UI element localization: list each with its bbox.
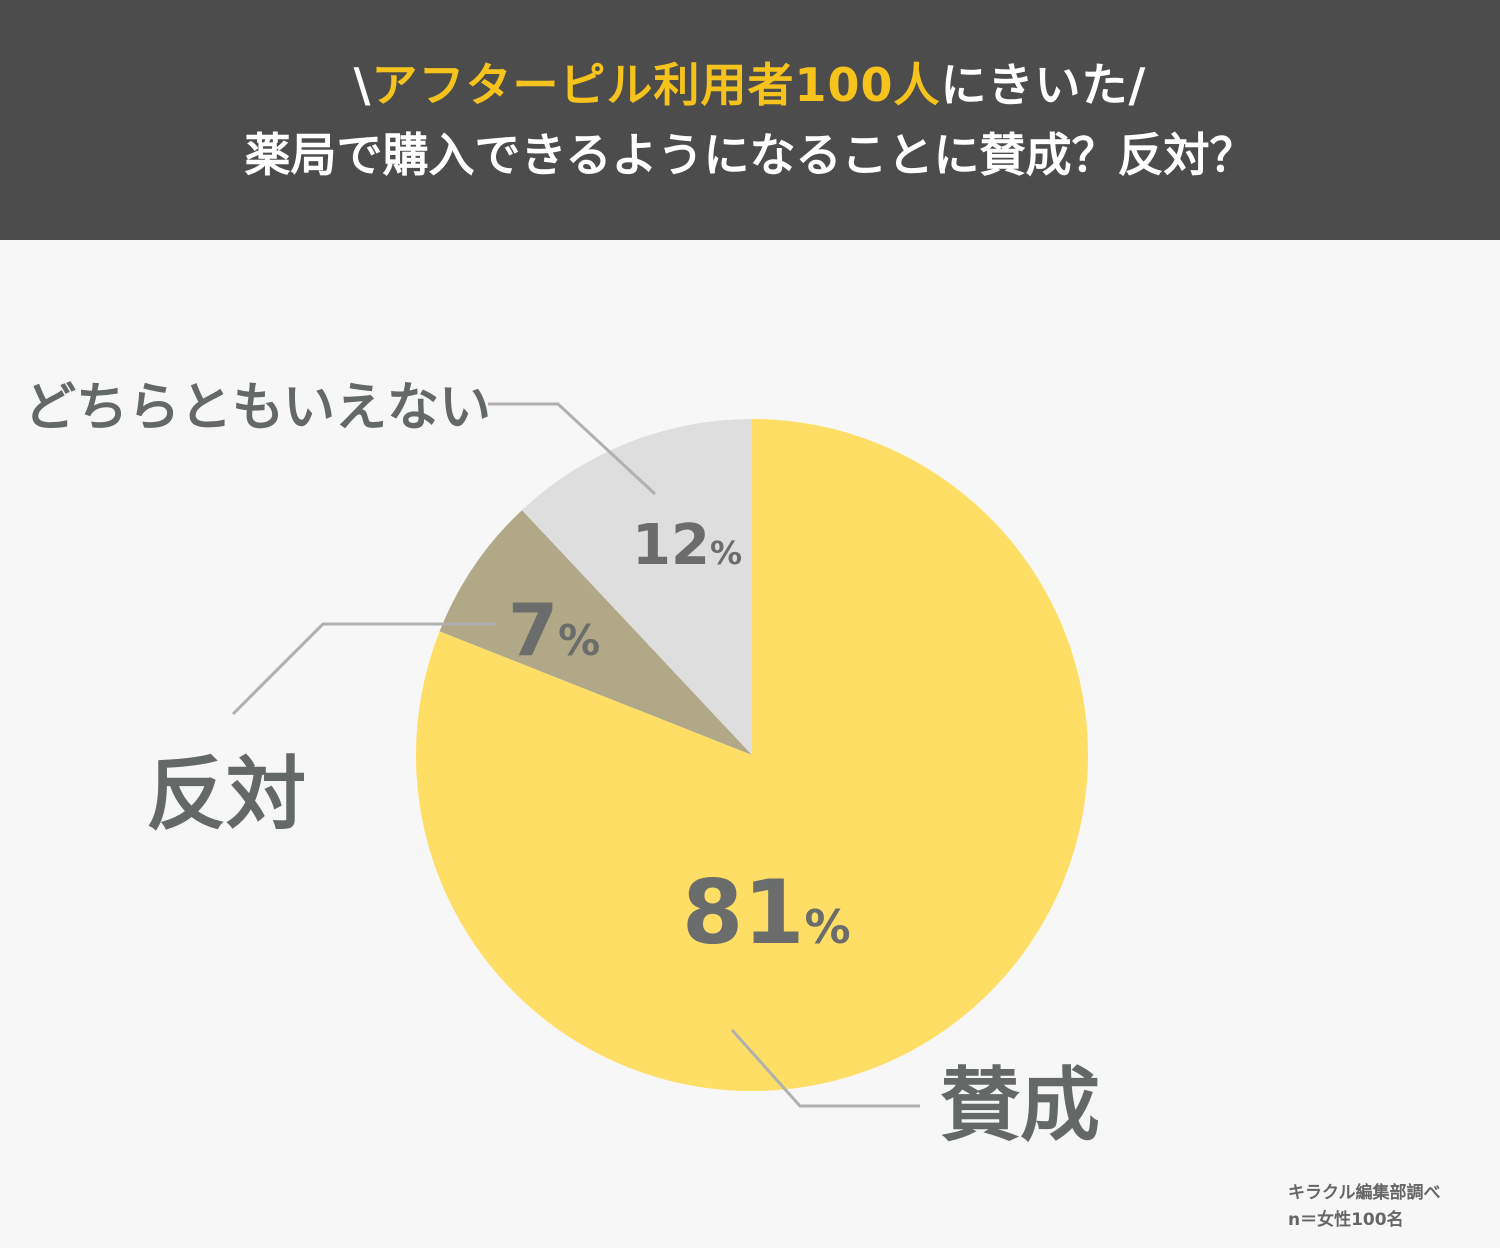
source-line2: n＝女性100名 [1288,1210,1404,1230]
title-highlight: アフターピル利用者100人 [371,58,941,112]
header: \アフターピル利用者100人にきいた/ 薬局で購入できるようになることに賛成？反… [0,0,1500,240]
value-label-oppose: 7% [508,588,600,672]
source-line1: キラクル編集部調べ [1288,1183,1441,1203]
chart-title: \アフターピル利用者100人にきいた/ [354,53,1147,117]
leader-line-agree [730,1028,920,1108]
pie-slice-oppose [439,510,752,755]
title-prefix: \ [353,58,372,112]
value-agree: 81 [682,861,804,964]
leader-line-oppose [231,622,495,716]
value-neither: 12 [632,513,710,578]
pie-slices [415,419,1088,1091]
value-label-neither: 12% [632,513,742,578]
label-oppose: 反対 [146,748,306,841]
pie-chart: どちらともいえない 反対 賛成 12% 7% 81% [24,378,1100,1152]
value-oppose: 7 [508,588,558,672]
chart-subtitle: 薬局で購入できるようになることに賛成？反対？ [244,128,1256,182]
leader-line-neither [488,402,657,496]
title-suffix: にきいた/ [940,58,1147,112]
source-note: キラクル編集部調べ n＝女性100名 [1288,1180,1441,1234]
label-agree: 賛成 [940,1059,1100,1152]
unit-neither: % [710,534,742,572]
value-label-agree: 81% [682,861,851,964]
unit-agree: % [804,900,850,954]
unit-oppose: % [558,616,600,665]
label-neither: どちらともいえない [24,378,491,438]
pie-slice-neither [521,419,752,755]
